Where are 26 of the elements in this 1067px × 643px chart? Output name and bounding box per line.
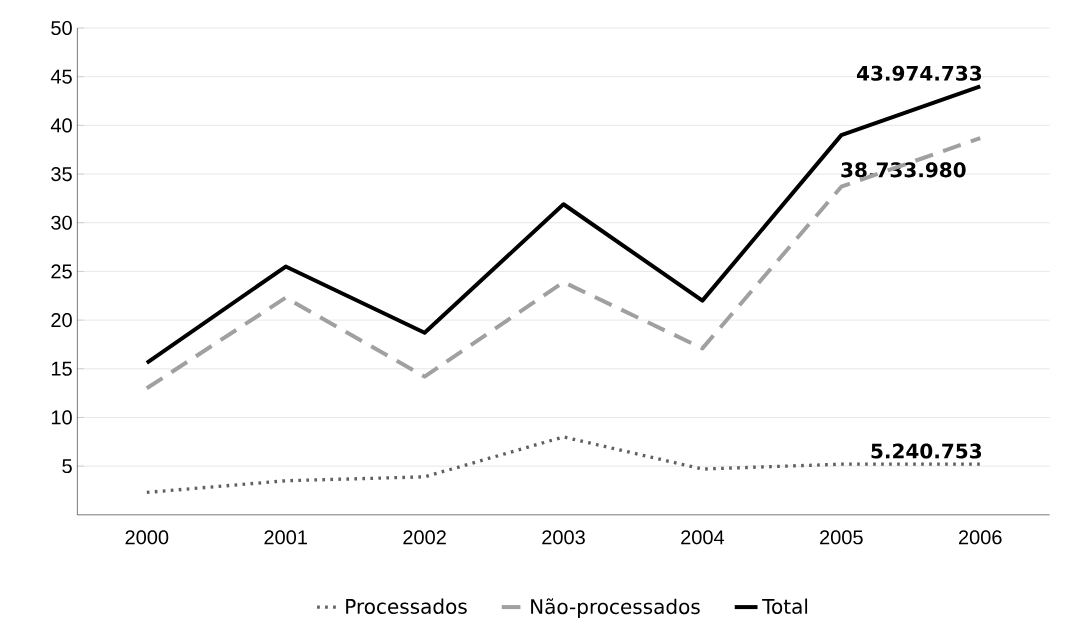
y-tick-label: 50: [51, 20, 72, 36]
y-tick-label: 45: [50, 69, 72, 84]
x-tick-label: 2002: [403, 530, 446, 545]
y-tick-label: 35: [51, 167, 72, 182]
x-tick-label: 2004: [681, 530, 725, 545]
x-tick-label: 2005: [820, 530, 863, 545]
x-tick-label: 2003: [542, 530, 585, 545]
annotation: 38.733.980: [841, 162, 966, 178]
y-tick-label: 30: [51, 215, 72, 230]
legend-label: Total: [762, 598, 808, 615]
y-tick-label: 15: [51, 361, 72, 376]
line-series: [144, 84, 983, 365]
x-tick-label: 2000: [125, 530, 169, 545]
y-tick-label: 40: [50, 118, 72, 133]
annotation: 5.240.753: [871, 443, 982, 459]
y-tick-label: 25: [51, 264, 72, 279]
annotation: 43.974.733: [856, 65, 982, 81]
y-tick-label: 20: [51, 313, 72, 328]
x-tick-label: 2001: [264, 530, 307, 545]
y-tick-label: 5: [62, 459, 72, 474]
line-series: [144, 136, 983, 391]
x-tick-label: 2006: [958, 530, 1002, 545]
line-series: [145, 435, 982, 495]
legend-label: Não-processados: [531, 598, 700, 619]
y-tick-label: 10: [51, 410, 72, 425]
legend-label: Processados: [346, 598, 467, 615]
